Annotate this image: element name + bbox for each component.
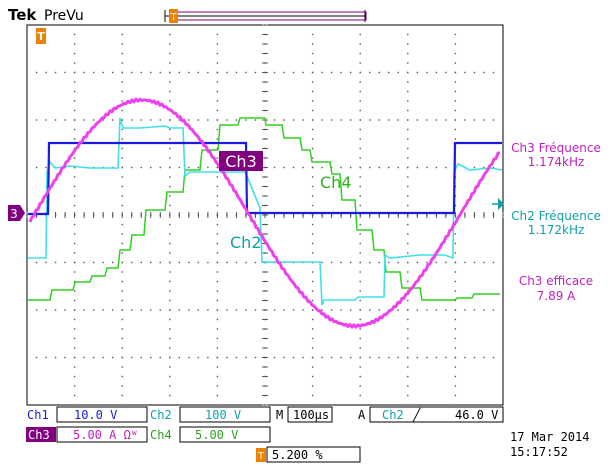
- trigger-source: Ch2: [382, 408, 404, 422]
- ch3-scale: 5.00 A Ωᵂ: [73, 428, 138, 442]
- mode-label: PreVu: [44, 8, 84, 24]
- svg-text:Ch3 efficace: Ch3 efficace: [519, 274, 593, 288]
- svg-text:Ch3 Fréquence: Ch3 Fréquence: [511, 141, 601, 155]
- ch3-name-badge: [26, 427, 56, 442]
- ch2-waveform: [28, 117, 503, 306]
- ch3-overlay-label: Ch3: [219, 151, 263, 171]
- ch4-scale: 5.00 V: [195, 428, 238, 442]
- ch1-scale-box[interactable]: [56, 406, 148, 423]
- svg-text:Ch2 Fréquence: Ch2 Fréquence: [511, 209, 601, 223]
- ch3-ground-marker[interactable]: 3: [8, 205, 25, 221]
- ch3-name: Ch3: [28, 428, 50, 442]
- graticule-grid: [26, 24, 504, 406]
- measurement-ch3-rms: Ch3 efficace 7.89 A: [519, 274, 593, 303]
- trigger-position-icon: [169, 9, 178, 23]
- a-label: A: [358, 408, 366, 422]
- trigger-position-readout[interactable]: T 5.200 %: [256, 446, 361, 463]
- date-label: 17 Mar 2014: [510, 430, 589, 444]
- trigger-time-marker-icon[interactable]: T: [36, 28, 46, 44]
- ch2-scale: 100 V: [205, 408, 241, 422]
- svg-text:T: T: [257, 451, 265, 462]
- ch3-waveform: [28, 97, 501, 329]
- ch4-name: Ch4: [150, 428, 172, 442]
- record-position-bar[interactable]: T: [164, 9, 367, 23]
- time-label: 15:17:52: [510, 445, 568, 459]
- trigger-slope-icon: ╱: [412, 407, 421, 422]
- svg-text:T: T: [169, 12, 177, 23]
- ch2-overlay-label: Ch2: [230, 233, 262, 252]
- trigger-level-arrow-icon[interactable]: [492, 198, 504, 210]
- svg-text:7.89 A: 7.89 A: [537, 289, 577, 303]
- svg-text:1.172kHz: 1.172kHz: [528, 223, 585, 237]
- ch2-name: Ch2: [150, 408, 172, 422]
- timebase-box[interactable]: [287, 406, 333, 423]
- ch1-name: Ch1: [27, 408, 49, 422]
- trigger-level: 46.0 V: [455, 408, 498, 422]
- svg-text:T: T: [37, 30, 45, 43]
- ch4-waveform: [28, 117, 500, 301]
- measurement-ch2-frequency: Ch2 Fréquence 1.172kHz: [511, 209, 601, 237]
- ch3-scale-box[interactable]: [56, 426, 148, 443]
- brand-logo: Tek: [8, 6, 37, 24]
- svg-text:3: 3: [10, 207, 18, 221]
- svg-text:Ch3: Ch3: [225, 152, 257, 171]
- svg-text:1.174kHz: 1.174kHz: [528, 155, 585, 169]
- ch2-scale-box[interactable]: [179, 406, 271, 423]
- ch1-waveform: [28, 141, 502, 216]
- timebase: 100µs: [293, 408, 329, 422]
- ch1-scale: 10.0 V: [74, 408, 117, 422]
- trigger-position-value: 5.200 %: [272, 448, 323, 462]
- ch4-overlay-label: Ch4: [320, 173, 352, 192]
- ch4-scale-box[interactable]: [179, 426, 271, 443]
- measurement-ch3-frequency: Ch3 Fréquence 1.174kHz: [511, 141, 601, 169]
- m-label: M: [276, 408, 283, 422]
- trigger-box[interactable]: [369, 406, 504, 423]
